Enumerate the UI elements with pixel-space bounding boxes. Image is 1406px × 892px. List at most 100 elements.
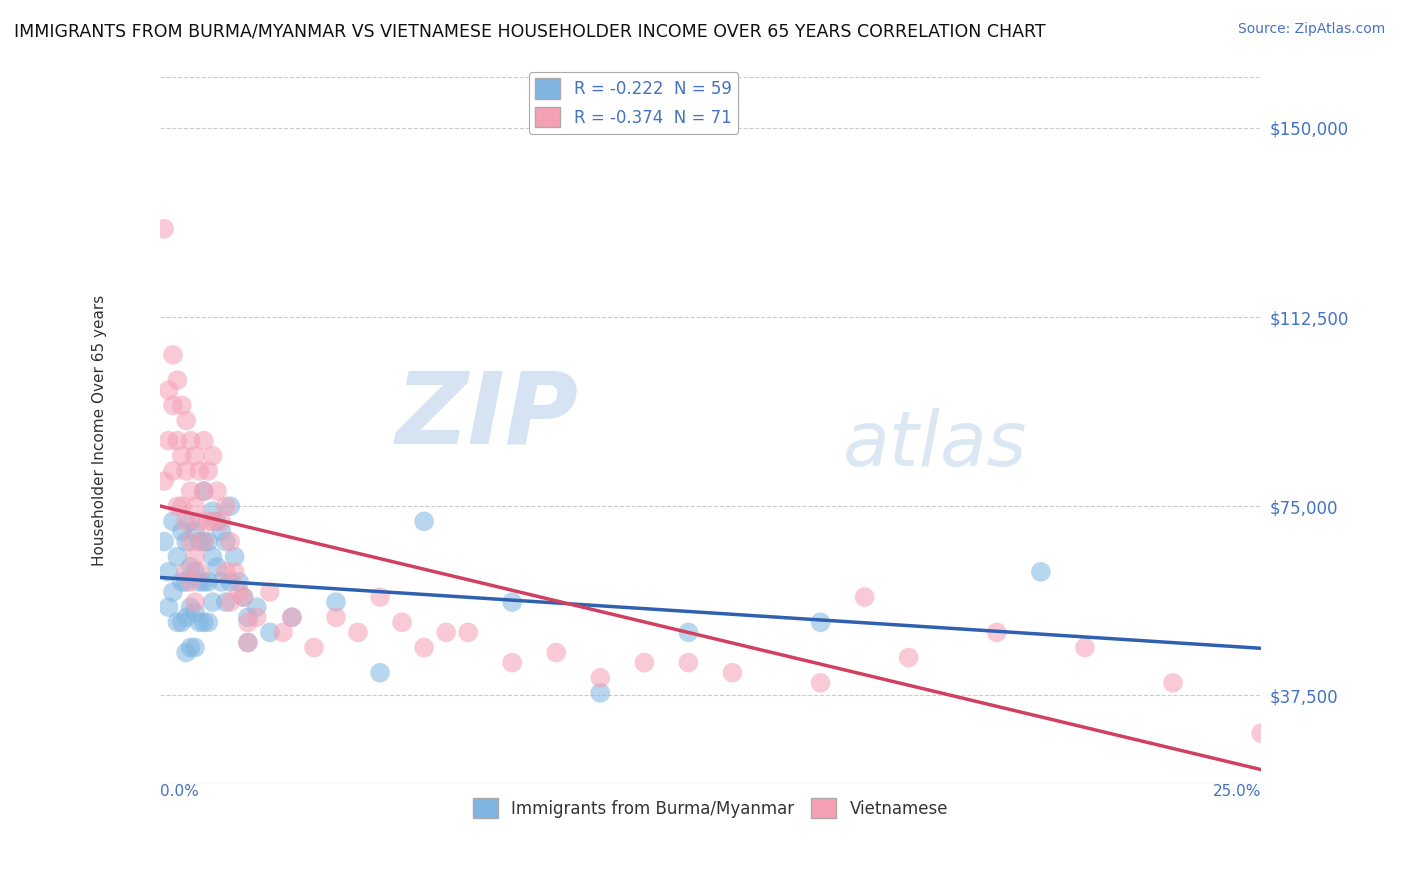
Point xyxy=(236,635,259,649)
Point xyxy=(281,610,304,624)
Point xyxy=(188,565,211,579)
Point xyxy=(236,615,259,630)
Point xyxy=(259,625,281,640)
Point xyxy=(166,373,188,387)
Point xyxy=(188,515,211,529)
Point xyxy=(215,595,238,609)
Point xyxy=(180,640,202,655)
Point xyxy=(205,559,228,574)
Point xyxy=(180,484,202,499)
Point xyxy=(184,640,207,655)
Point xyxy=(162,464,184,478)
Point xyxy=(205,515,228,529)
Point xyxy=(810,676,832,690)
Point xyxy=(193,484,215,499)
Text: 25.0%: 25.0% xyxy=(1213,784,1261,798)
Point xyxy=(193,484,215,499)
Point xyxy=(232,590,254,604)
Point xyxy=(721,665,744,680)
Point xyxy=(193,434,215,448)
Point xyxy=(166,434,188,448)
Point xyxy=(1250,726,1272,740)
Point xyxy=(174,610,197,624)
Point xyxy=(162,348,184,362)
Point xyxy=(170,398,193,412)
Point xyxy=(180,600,202,615)
Point xyxy=(188,534,211,549)
Point xyxy=(434,625,457,640)
Point xyxy=(224,549,246,564)
Point xyxy=(224,565,246,579)
Text: atlas: atlas xyxy=(842,408,1028,482)
Point xyxy=(180,534,202,549)
Point xyxy=(219,500,242,514)
Point xyxy=(193,534,215,549)
Point xyxy=(193,534,215,549)
Point xyxy=(501,656,523,670)
Point xyxy=(162,515,184,529)
Point xyxy=(215,565,238,579)
Point xyxy=(184,500,207,514)
Point xyxy=(193,615,215,630)
Point xyxy=(219,574,242,589)
Point xyxy=(166,615,188,630)
Point xyxy=(271,625,294,640)
Point xyxy=(188,615,211,630)
Point xyxy=(678,625,700,640)
Point xyxy=(219,534,242,549)
Point xyxy=(228,585,250,599)
Point xyxy=(413,515,436,529)
Point xyxy=(170,574,193,589)
Point xyxy=(184,549,207,564)
Point xyxy=(197,515,219,529)
Point xyxy=(986,625,1008,640)
Point xyxy=(184,449,207,463)
Point xyxy=(170,500,193,514)
Point xyxy=(246,600,269,615)
Point xyxy=(193,574,215,589)
Point xyxy=(678,656,700,670)
Point xyxy=(170,615,193,630)
Point xyxy=(236,635,259,649)
Point xyxy=(188,464,211,478)
Point xyxy=(347,625,370,640)
Point xyxy=(184,595,207,609)
Point xyxy=(162,398,184,412)
Point xyxy=(228,574,250,589)
Point xyxy=(201,504,224,518)
Point xyxy=(457,625,479,640)
Point xyxy=(197,464,219,478)
Point xyxy=(180,574,202,589)
Point xyxy=(259,585,281,599)
Point xyxy=(501,595,523,609)
Point xyxy=(184,524,207,539)
Point xyxy=(174,413,197,427)
Point xyxy=(281,610,304,624)
Point xyxy=(174,464,197,478)
Point xyxy=(246,610,269,624)
Point xyxy=(180,434,202,448)
Point xyxy=(201,515,224,529)
Point xyxy=(209,524,232,539)
Point xyxy=(219,595,242,609)
Point xyxy=(1161,676,1184,690)
Point xyxy=(174,565,197,579)
Text: Householder Income Over 65 years: Householder Income Over 65 years xyxy=(91,295,107,566)
Point xyxy=(205,484,228,499)
Point xyxy=(413,640,436,655)
Point xyxy=(157,434,180,448)
Point xyxy=(853,590,876,604)
Point xyxy=(897,650,920,665)
Point xyxy=(188,574,211,589)
Point xyxy=(368,665,391,680)
Point xyxy=(302,640,325,655)
Text: IMMIGRANTS FROM BURMA/MYANMAR VS VIETNAMESE HOUSEHOLDER INCOME OVER 65 YEARS COR: IMMIGRANTS FROM BURMA/MYANMAR VS VIETNAM… xyxy=(14,22,1046,40)
Point xyxy=(180,559,202,574)
Point xyxy=(157,383,180,397)
Point xyxy=(170,524,193,539)
Point xyxy=(209,574,232,589)
Legend: Immigrants from Burma/Myanmar, Vietnamese: Immigrants from Burma/Myanmar, Vietnames… xyxy=(467,791,955,825)
Point xyxy=(201,549,224,564)
Point xyxy=(546,646,568,660)
Text: Source: ZipAtlas.com: Source: ZipAtlas.com xyxy=(1237,22,1385,37)
